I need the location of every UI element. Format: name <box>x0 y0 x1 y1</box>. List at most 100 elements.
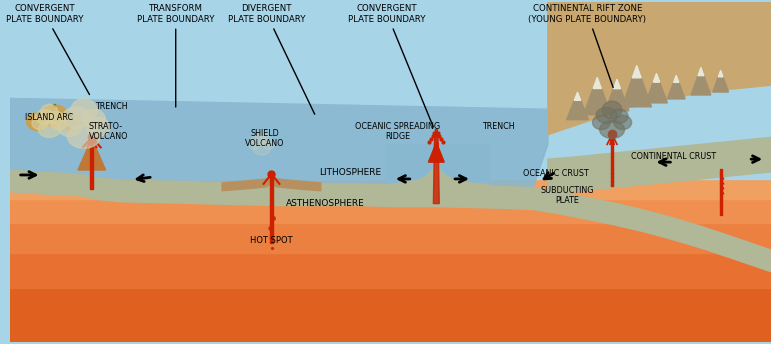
Polygon shape <box>548 2 771 85</box>
Polygon shape <box>10 253 771 288</box>
Polygon shape <box>548 2 771 135</box>
Polygon shape <box>653 73 660 82</box>
Ellipse shape <box>611 109 628 123</box>
Polygon shape <box>533 188 771 272</box>
Polygon shape <box>433 144 439 204</box>
Text: OCEANIC SPREADING
RIDGE: OCEANIC SPREADING RIDGE <box>355 122 440 141</box>
Text: STRATO-
VOLCANO: STRATO- VOLCANO <box>89 122 128 141</box>
Ellipse shape <box>248 140 261 149</box>
Ellipse shape <box>35 110 54 124</box>
Polygon shape <box>10 179 771 198</box>
Ellipse shape <box>41 104 58 120</box>
Polygon shape <box>10 97 548 188</box>
Ellipse shape <box>32 117 48 130</box>
Polygon shape <box>712 70 729 92</box>
Text: CONVERGENT
PLATE BOUNDARY: CONVERGENT PLATE BOUNDARY <box>348 4 433 127</box>
Polygon shape <box>548 2 771 135</box>
Polygon shape <box>622 65 651 107</box>
Polygon shape <box>567 92 588 120</box>
Polygon shape <box>78 138 106 170</box>
Polygon shape <box>90 138 93 189</box>
Polygon shape <box>10 198 771 223</box>
Ellipse shape <box>254 143 270 155</box>
Text: OCEANIC CRUST: OCEANIC CRUST <box>524 170 589 179</box>
Polygon shape <box>10 179 771 198</box>
Text: CONVERGENT
PLATE BOUNDARY: CONVERGENT PLATE BOUNDARY <box>5 4 89 95</box>
Polygon shape <box>10 2 771 179</box>
Polygon shape <box>719 169 722 215</box>
Polygon shape <box>10 2 548 108</box>
Text: CONTINENTAL RIFT ZONE
(YOUNG PLATE BOUNDARY): CONTINENTAL RIFT ZONE (YOUNG PLATE BOUND… <box>528 4 646 87</box>
Polygon shape <box>10 2 771 342</box>
Ellipse shape <box>614 115 631 130</box>
Polygon shape <box>10 288 771 342</box>
Polygon shape <box>10 223 771 253</box>
Text: ASTHENOSPHERE: ASTHENOSPHERE <box>286 199 365 208</box>
Ellipse shape <box>207 297 335 344</box>
Polygon shape <box>10 223 771 253</box>
Ellipse shape <box>62 107 91 128</box>
Ellipse shape <box>48 111 63 124</box>
Polygon shape <box>645 73 668 103</box>
Ellipse shape <box>263 140 274 149</box>
Text: TRANSFORM
PLATE BOUNDARY: TRANSFORM PLATE BOUNDARY <box>137 4 214 107</box>
Polygon shape <box>429 142 444 162</box>
Ellipse shape <box>51 117 67 130</box>
Ellipse shape <box>58 118 82 137</box>
Ellipse shape <box>40 105 68 127</box>
Polygon shape <box>10 198 771 223</box>
Polygon shape <box>270 174 273 243</box>
Polygon shape <box>632 65 641 78</box>
Ellipse shape <box>61 115 81 130</box>
Polygon shape <box>593 77 601 88</box>
Polygon shape <box>385 144 489 189</box>
Text: LITHOSPHERE: LITHOSPHERE <box>319 168 382 176</box>
Ellipse shape <box>261 136 272 145</box>
Polygon shape <box>698 67 704 76</box>
Ellipse shape <box>27 113 49 130</box>
Ellipse shape <box>163 266 380 344</box>
Ellipse shape <box>227 311 316 344</box>
Polygon shape <box>385 162 489 206</box>
Text: ISLAND ARC: ISLAND ARC <box>25 113 73 122</box>
Polygon shape <box>548 2 771 135</box>
Polygon shape <box>10 248 771 342</box>
Polygon shape <box>548 138 771 194</box>
Ellipse shape <box>251 135 265 145</box>
Ellipse shape <box>600 121 625 138</box>
Polygon shape <box>10 169 771 342</box>
Ellipse shape <box>187 283 355 344</box>
Ellipse shape <box>67 125 100 148</box>
Ellipse shape <box>71 98 97 122</box>
Polygon shape <box>222 175 321 191</box>
Text: SHIELD
VOLCANO: SHIELD VOLCANO <box>245 129 284 148</box>
Text: TRENCH: TRENCH <box>482 122 515 131</box>
Text: CONTINENTAL CRUST: CONTINENTAL CRUST <box>631 152 715 161</box>
Polygon shape <box>10 288 771 342</box>
Polygon shape <box>10 253 771 288</box>
Polygon shape <box>605 79 629 111</box>
Polygon shape <box>614 79 621 89</box>
Polygon shape <box>668 75 685 99</box>
Polygon shape <box>584 77 611 115</box>
Polygon shape <box>674 75 679 82</box>
Polygon shape <box>719 70 723 77</box>
Text: DIVERGENT
PLATE BOUNDARY: DIVERGENT PLATE BOUNDARY <box>227 4 315 114</box>
Polygon shape <box>548 2 771 85</box>
Ellipse shape <box>82 109 105 128</box>
Ellipse shape <box>596 107 618 123</box>
Polygon shape <box>691 67 711 95</box>
Ellipse shape <box>593 115 611 130</box>
Text: SUBDUCTING
PLATE: SUBDUCTING PLATE <box>541 186 594 205</box>
Polygon shape <box>385 162 489 206</box>
Text: TRENCH: TRENCH <box>96 103 128 111</box>
Ellipse shape <box>255 130 268 142</box>
Polygon shape <box>574 92 581 100</box>
Ellipse shape <box>602 101 622 119</box>
Polygon shape <box>10 170 533 209</box>
Ellipse shape <box>86 118 110 137</box>
Polygon shape <box>611 135 613 186</box>
Text: HOT SPOT: HOT SPOT <box>250 236 293 245</box>
Ellipse shape <box>39 122 60 138</box>
Polygon shape <box>434 130 439 144</box>
